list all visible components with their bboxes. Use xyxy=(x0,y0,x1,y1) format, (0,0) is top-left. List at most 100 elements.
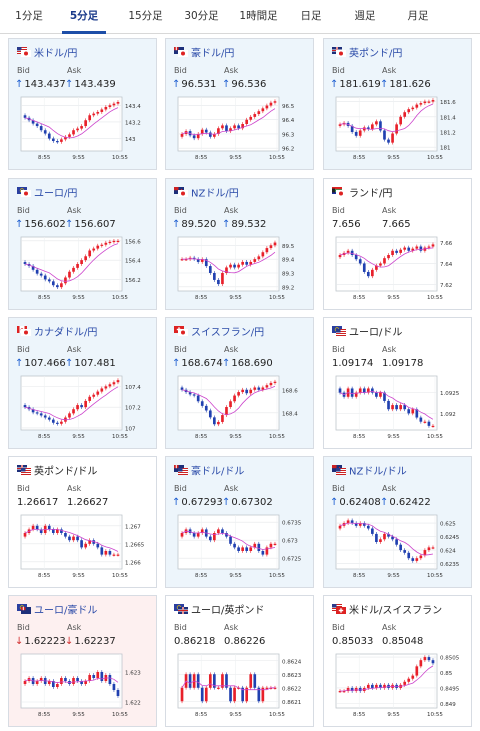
candle-body xyxy=(200,687,204,702)
rate-card[interactable]: 英ポンド/円 Bid Ask ↑181.619 ↑181.626 181.6 181.4 18… xyxy=(323,38,472,170)
rate-card[interactable]: 米ドル/円 Bid Ask ↑143.437 ↑143.439 143.4 143.2 143… xyxy=(8,38,157,170)
candle-body xyxy=(39,529,43,533)
pair-title[interactable]: NZドル/ドル xyxy=(332,465,407,479)
x-tick-label: 9:55 xyxy=(229,155,242,161)
candle-body xyxy=(265,687,269,689)
candle-body xyxy=(379,392,382,397)
bid-value: 0.85033 xyxy=(332,636,373,647)
pair-name[interactable]: 豪ドル/円 xyxy=(191,48,235,60)
pair-name[interactable]: 米ドル/円 xyxy=(34,48,78,60)
candle-body xyxy=(371,528,374,534)
pair-name[interactable]: ユーロ/円 xyxy=(34,188,78,200)
candle-body xyxy=(76,405,79,410)
ask-value: ↑96.536 xyxy=(222,79,266,90)
tab-8[interactable]: 月足 xyxy=(407,10,429,22)
candle-body xyxy=(225,533,228,537)
pair-title[interactable]: 英ポンド/ドル xyxy=(17,465,97,479)
pair-name[interactable]: 米ドル/スイスフラン xyxy=(349,605,443,617)
pair-title[interactable]: 米ドル/円 xyxy=(17,47,77,61)
rate-card[interactable]: 英ポンド/ドル Bid Ask 1.26617 1.26627 1.267 1.2665 1.… xyxy=(8,456,157,588)
pair-title[interactable]: ユーロ/円 xyxy=(17,187,77,201)
pair-title[interactable]: 豪ドル/ドル xyxy=(174,465,244,479)
candle-body xyxy=(23,405,27,408)
x-tick-label: 9:55 xyxy=(387,155,400,161)
moving-average-line xyxy=(24,107,119,139)
rate-card[interactable]: 豪ドル/円 Bid Ask ↑96.531 ↑96.536 96.5 96.4 96.3 96.… xyxy=(165,38,314,170)
bid-value: ↑107.466 xyxy=(15,358,66,369)
candle-body xyxy=(379,121,382,131)
pair-name[interactable]: スイスフラン/円 xyxy=(191,327,265,339)
rate-card[interactable]: カナダドル/円 Bid Ask ↑107.466 ↑107.481 107.4 107.2 1… xyxy=(8,317,157,449)
y-tick-label: 156.2 xyxy=(125,278,141,284)
pair-name[interactable]: NZドル/円 xyxy=(191,188,239,200)
rate-card[interactable]: NZドル/ドル Bid Ask ↑0.62408 ↑0.62422 0.625 0.6245… xyxy=(323,456,472,588)
rate-card[interactable]: ユーロ/ドル Bid Ask 1.09174 1.09178 1.0925 1.092 8:5… xyxy=(323,317,472,449)
candle-body xyxy=(76,128,79,131)
candle-body xyxy=(72,130,75,135)
candle-body xyxy=(253,114,257,117)
rate-card[interactable]: ユーロ/豪ドル Bid Ask ↓1.62223 ↓1.62237 1.623 1.622 8… xyxy=(8,595,157,727)
candle-body xyxy=(229,687,232,702)
tab-1[interactable]: 1分足 xyxy=(15,10,43,22)
candle-body xyxy=(200,259,204,262)
candle-body xyxy=(387,255,390,259)
rate-card[interactable]: NZドル/円 Bid Ask ↑89.520 ↑89.532 89.5 89.4 89.3 89… xyxy=(165,178,314,310)
pair-title[interactable]: ユーロ/英ポンド xyxy=(174,604,264,618)
rate-card[interactable]: ランド/円 Bid Ask 7.656 7.665 7.66 7.64 7.62 8:55 9:5… xyxy=(323,178,472,310)
tab-4[interactable]: 30分足 xyxy=(184,10,219,22)
pair-name[interactable]: 英ポンド/ドル xyxy=(34,466,98,478)
au-us-flag-icon xyxy=(174,465,188,480)
pair-name[interactable]: ユーロ/英ポンド xyxy=(191,605,265,617)
pair-title[interactable]: 英ポンド/円 xyxy=(332,47,402,61)
ask-value: ↓1.62237 xyxy=(65,636,116,647)
pair-name[interactable]: 豪ドル/ドル xyxy=(191,466,245,478)
pair-name[interactable]: カナダドル/円 xyxy=(34,327,98,339)
pair-title[interactable]: ランド/円 xyxy=(332,187,392,201)
pair-name[interactable]: 英ポンド/円 xyxy=(349,48,403,60)
rate-card[interactable]: スイスフラン/円 Bid Ask ↑168.674 ↑168.690 168.6 168.4… xyxy=(165,317,314,449)
pair-title[interactable]: ユーロ/豪ドル xyxy=(17,604,97,618)
pair-name[interactable]: NZドル/ドル xyxy=(349,466,407,478)
tab-5[interactable]: 1時間足 xyxy=(239,10,278,22)
y-tick-label: 0.8495 xyxy=(440,686,460,692)
rate-card[interactable]: 米ドル/スイスフラン Bid Ask 0.85033 0.85048 0.8505 0.85… xyxy=(323,595,472,727)
rate-card[interactable]: 豪ドル/ドル Bid Ask ↑0.67293 ↑0.67302 0.6735 0.673 0… xyxy=(165,456,314,588)
candle-body xyxy=(431,660,435,664)
tab-6[interactable]: 日足 xyxy=(300,10,322,22)
bid-text: 0.62408 xyxy=(339,497,381,508)
candle-body xyxy=(96,245,100,249)
candle-body xyxy=(208,266,212,273)
bid-text: 0.67293 xyxy=(181,497,223,508)
candle-body xyxy=(273,242,277,246)
pair-title[interactable]: ユーロ/ドル xyxy=(332,326,402,340)
x-tick-label: 8:55 xyxy=(195,295,208,301)
pair-title[interactable]: カナダドル/円 xyxy=(17,326,97,340)
tab-3[interactable]: 15分足 xyxy=(128,10,163,22)
ask-text: 1.26627 xyxy=(67,497,109,508)
pair-name[interactable]: ランド/円 xyxy=(349,188,393,200)
candle-body xyxy=(269,382,273,386)
candle-body xyxy=(383,130,386,140)
price-chart: 7.66 7.64 7.62 8:55 9:55 10:55 xyxy=(335,236,453,301)
pair-name[interactable]: ユーロ/ドル xyxy=(349,327,403,339)
x-tick-label: 8:55 xyxy=(353,712,366,718)
tab-7[interactable]: 週足 xyxy=(354,10,376,22)
candle-body xyxy=(354,523,358,526)
pair-name[interactable]: ユーロ/豪ドル xyxy=(34,605,98,617)
pair-title[interactable]: スイスフラン/円 xyxy=(174,326,264,340)
candle-body xyxy=(56,422,59,424)
pair-title[interactable]: 米ドル/スイスフラン xyxy=(332,604,442,618)
rate-card[interactable]: ユーロ/円 Bid Ask ↑156.602 ↑156.607 156.6 156.4 156… xyxy=(8,178,157,310)
pair-title[interactable]: 豪ドル/円 xyxy=(174,47,234,61)
x-tick-label: 8:55 xyxy=(38,295,51,301)
candle-body xyxy=(253,387,257,390)
tab-2[interactable]: 5分足 xyxy=(58,0,110,34)
ask-text: 0.62422 xyxy=(389,497,431,508)
rate-card[interactable]: ユーロ/英ポンド Bid Ask 0.86218 0.86226 0.8624 0.8623… xyxy=(165,595,314,727)
pair-title[interactable]: NZドル/円 xyxy=(174,187,239,201)
candle-body xyxy=(249,116,253,120)
candle-body xyxy=(241,389,244,393)
bid-label: Bid xyxy=(17,206,30,215)
bid-label: Bid xyxy=(174,206,187,215)
candle-body xyxy=(427,657,431,661)
